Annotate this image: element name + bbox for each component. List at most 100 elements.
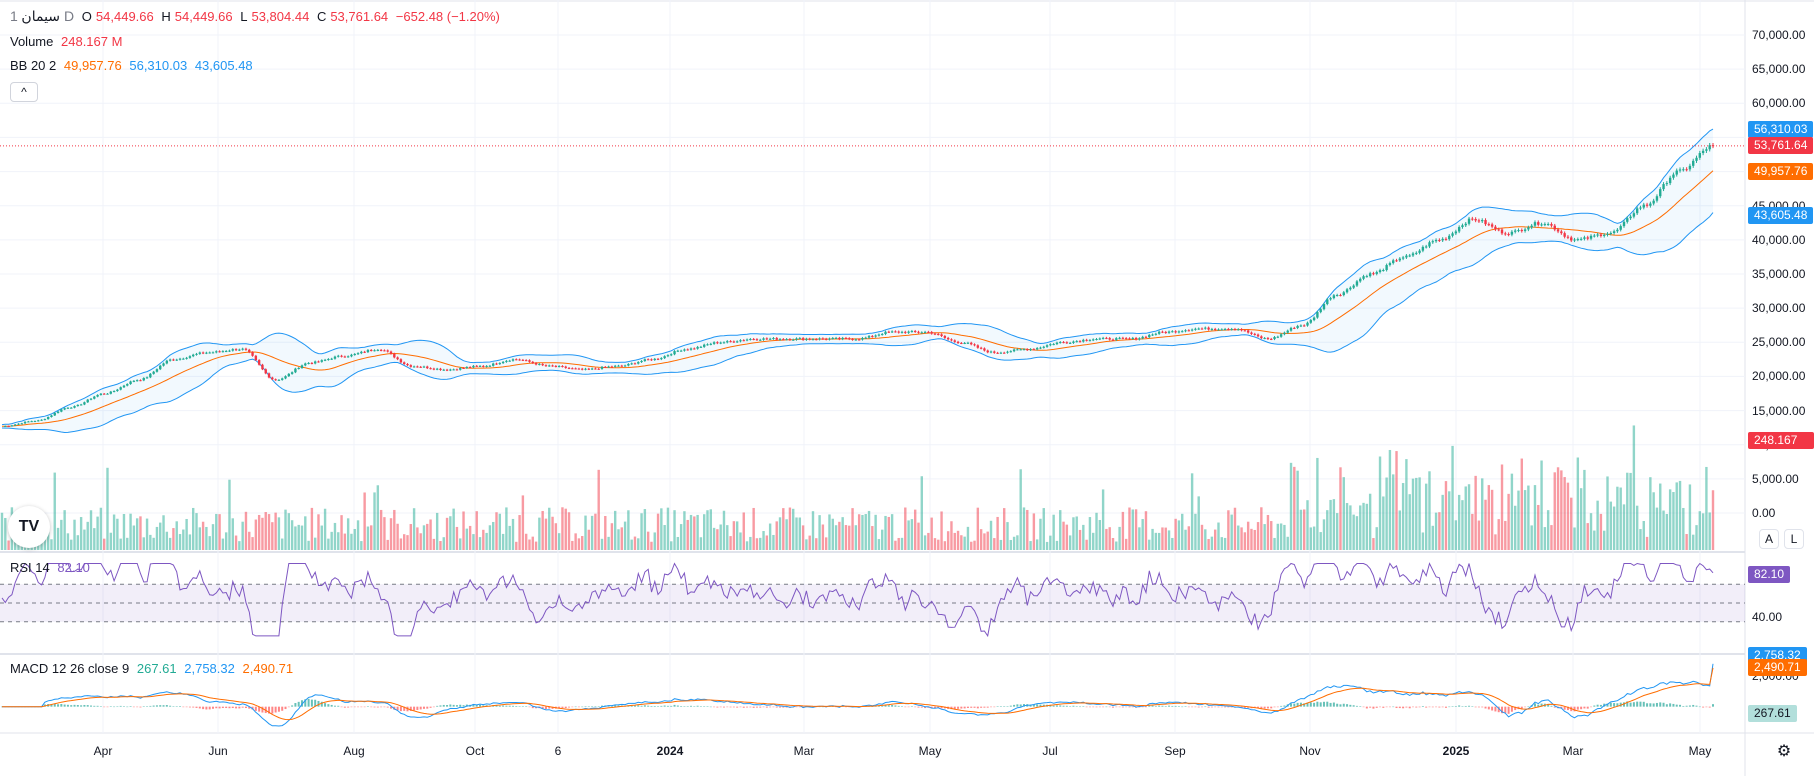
- macd-histogram-bar: [116, 706, 119, 708]
- volume-bar: [620, 527, 623, 550]
- macd-histogram-bar: [990, 706, 993, 708]
- candle-body: [1464, 223, 1467, 226]
- volume-bar: [1401, 483, 1405, 550]
- volume-bar: [439, 541, 442, 550]
- macd-histogram-bar: [1319, 702, 1322, 707]
- volume-bar: [396, 523, 399, 550]
- candle-body: [257, 360, 261, 365]
- volume-bar: [956, 530, 960, 550]
- candle-body: [983, 348, 986, 351]
- candle-body: [1062, 342, 1065, 344]
- candle-body: [600, 366, 604, 369]
- macd-histogram-bar: [937, 706, 940, 708]
- macd-histogram-bar: [1079, 706, 1082, 708]
- macd-histogram-bar: [403, 706, 406, 711]
- macd-histogram-bar: [1039, 704, 1042, 707]
- candle-body: [284, 376, 287, 379]
- macd-histogram-bar: [1365, 706, 1368, 709]
- volume-bar: [320, 525, 323, 550]
- volume-bar: [1487, 485, 1491, 550]
- macd-histogram-bar: [1388, 706, 1391, 708]
- macd-histogram-bar: [1326, 701, 1329, 707]
- candle-body: [135, 380, 139, 382]
- volume-bar: [1599, 513, 1603, 550]
- macd-histogram-bar: [670, 705, 673, 707]
- macd-histogram-bar: [248, 706, 251, 709]
- macd-histogram-bar: [1510, 706, 1513, 712]
- macd-histogram-bar: [653, 706, 656, 707]
- auto-scale-button[interactable]: A: [1759, 529, 1779, 549]
- candle-body: [1507, 234, 1510, 236]
- macd-histogram-bar: [561, 706, 564, 708]
- macd-histogram-bar: [1497, 706, 1500, 713]
- collapse-legend-button[interactable]: ^: [10, 82, 38, 102]
- candle-body: [435, 368, 439, 370]
- candle-body: [76, 404, 80, 407]
- macd-histogram-bar: [673, 704, 676, 707]
- volume-bar: [1052, 514, 1055, 550]
- volume-bar: [1682, 507, 1685, 550]
- macd-histogram-bar: [294, 703, 297, 707]
- tradingview-logo[interactable]: TV: [8, 506, 50, 548]
- volume-bar: [1263, 524, 1266, 550]
- macd-histogram-bar: [179, 706, 182, 707]
- macd-histogram-bar: [1580, 706, 1583, 710]
- gear-icon[interactable]: ⚙: [1776, 743, 1792, 760]
- candle-body: [145, 377, 149, 379]
- candle-body: [221, 351, 225, 353]
- volume-bar: [116, 518, 119, 550]
- macd-histogram-bar: [1484, 706, 1487, 709]
- volume-bar: [475, 511, 478, 550]
- volume-bar: [1692, 534, 1695, 550]
- candle-body: [43, 419, 47, 421]
- volume-bar: [1477, 520, 1481, 550]
- candle-body: [1200, 328, 1204, 330]
- macd-histogram-bar: [1573, 706, 1576, 712]
- volume-bar: [287, 513, 291, 550]
- candle-body: [106, 393, 109, 395]
- volume-bar: [1619, 487, 1622, 550]
- volume-bar: [373, 492, 376, 550]
- volume-bar: [1161, 527, 1164, 550]
- volume-bar: [1448, 491, 1451, 550]
- volume-bar: [795, 517, 798, 550]
- candle-body: [1579, 238, 1583, 240]
- volume-bar: [1543, 527, 1547, 550]
- volume-bar: [544, 518, 548, 550]
- macd-histogram-bar: [1576, 706, 1579, 710]
- candle-body: [333, 356, 337, 359]
- candle-body: [459, 367, 462, 370]
- candle-body: [1138, 338, 1141, 340]
- macd-histogram-bar: [933, 706, 936, 709]
- volume-bar: [0, 512, 4, 550]
- candle-body: [1626, 218, 1629, 222]
- volume-bar: [864, 514, 867, 550]
- log-scale-button[interactable]: L: [1784, 529, 1804, 549]
- candle-body: [96, 394, 99, 397]
- symbol-legend: سیمان 1D O 54,449.66 H 54,449.66 L 53,804.4…: [10, 8, 504, 25]
- volume-label: Volume: [10, 34, 54, 49]
- volume-bar: [1072, 517, 1075, 550]
- macd-histogram-bar: [1487, 706, 1490, 710]
- macd-histogram-bar: [1105, 706, 1108, 708]
- candle-body: [749, 339, 752, 341]
- volume-bar: [182, 529, 185, 550]
- candle-body: [99, 393, 103, 395]
- price-axis-tick: 30,000.00: [1752, 301, 1806, 316]
- macd-histogram-bar: [1372, 706, 1375, 709]
- macd-histogram-bar: [192, 706, 195, 708]
- candle-body: [495, 363, 498, 365]
- macd-histogram-bar: [1329, 702, 1332, 707]
- candle-body: [1517, 230, 1520, 232]
- candle-body: [772, 338, 775, 340]
- volume-bar: [857, 514, 861, 550]
- candle-body: [841, 337, 844, 340]
- macd-histogram-bar: [419, 706, 422, 710]
- macd-histogram-bar: [1685, 705, 1688, 707]
- candle-body: [518, 359, 521, 361]
- volume-bar: [1098, 520, 1102, 550]
- macd-histogram-bar: [1131, 706, 1134, 708]
- macd-histogram-bar: [442, 704, 445, 707]
- low-value: 53,804.44: [251, 9, 310, 24]
